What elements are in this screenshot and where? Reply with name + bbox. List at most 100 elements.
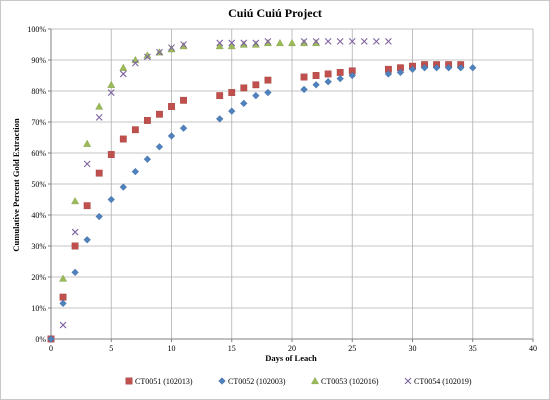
data-point (71, 242, 79, 250)
x-tick-label: 30 (409, 344, 417, 353)
marker-stroke (324, 38, 332, 45)
data-point (179, 42, 188, 50)
y-tick-label: 100% (27, 25, 46, 34)
data-point (384, 70, 393, 78)
data-point (348, 71, 356, 80)
legend-marker (218, 377, 226, 385)
data-point (59, 293, 67, 301)
legend-item: CT0054 (102019) (404, 377, 472, 386)
y-tick-label: 90% (31, 56, 46, 65)
data-point (385, 38, 392, 45)
data-point (156, 110, 163, 118)
data-point (348, 38, 356, 45)
marker-stroke (71, 228, 79, 236)
data-point (240, 99, 248, 108)
data-point (240, 39, 248, 47)
data-point (144, 53, 151, 61)
legend-item: CT0051 (102013) (125, 377, 193, 386)
data-point (215, 42, 224, 50)
marker-stroke (252, 39, 260, 47)
data-point (469, 64, 477, 72)
legend: CT0051 (102013) CT0052 (102003) CT0053 (10… (125, 376, 472, 386)
data-point (83, 160, 91, 168)
x-tick-label: 5 (109, 344, 113, 353)
data-point (143, 117, 151, 124)
data-point (167, 132, 176, 140)
tick-labels: 0 5 10 15 20 25 30 35 40 0% 10% 20% 30% 40% 50% 60% 70% 8… (27, 25, 537, 353)
data-point (444, 64, 453, 72)
series-4-points (59, 38, 392, 329)
data-point (119, 63, 128, 71)
series-2-points (47, 64, 477, 343)
data-point (336, 74, 344, 83)
data-point (324, 38, 332, 45)
y-tick-label: 50% (31, 180, 46, 189)
data-point (83, 236, 91, 244)
data-point (239, 40, 248, 48)
data-point (168, 44, 175, 51)
data-point (168, 103, 175, 110)
y-tick-label: 70% (31, 118, 46, 127)
x-axis-title: Days of Leach (265, 353, 317, 363)
legend-marker (404, 377, 412, 385)
legend-label: CT0054 (102019) (414, 377, 472, 386)
y-tick-label: 60% (31, 149, 46, 158)
y-tick-label: 30% (31, 242, 46, 251)
data-point (408, 65, 417, 73)
data-point (420, 64, 429, 72)
data-point (252, 91, 260, 100)
data-point (336, 68, 344, 76)
marker-stroke (83, 160, 91, 168)
legend-marker (311, 376, 319, 385)
marker-stroke (300, 38, 308, 45)
data-point (252, 81, 260, 89)
series-3-points (59, 38, 321, 282)
data-point (131, 167, 140, 176)
marker-stroke (180, 41, 187, 48)
marker-stroke (228, 39, 236, 47)
data-point (131, 59, 139, 67)
data-point (156, 48, 163, 56)
data-point (180, 41, 187, 48)
data-point (228, 39, 236, 47)
data-point (95, 102, 104, 110)
marker-stroke (348, 38, 356, 45)
data-point (83, 139, 92, 147)
marker-stroke (372, 38, 380, 45)
data-point (300, 85, 308, 94)
x-tick-label: 0 (49, 344, 53, 353)
marker-stroke (107, 89, 115, 96)
legend-label: CT0051 (102013) (135, 377, 193, 386)
x-tick-label: 40 (529, 344, 537, 353)
marker-stroke (131, 59, 139, 67)
data-point (300, 38, 308, 47)
data-point (312, 72, 320, 79)
data-point (47, 335, 55, 343)
legend-marker (125, 377, 133, 385)
data-points (47, 38, 477, 343)
data-point (324, 70, 332, 78)
y-tick-label: 20% (31, 273, 46, 282)
y-tick-label: 10% (31, 304, 46, 313)
data-point (360, 38, 368, 45)
legend-label: CT0053 (102016) (321, 377, 379, 386)
data-point (300, 38, 308, 45)
data-point (83, 202, 91, 210)
data-point (59, 299, 67, 308)
marker-stroke (385, 38, 392, 45)
data-point (252, 39, 260, 47)
data-point (228, 89, 236, 96)
y-axis-title: Cumulative Percent Gold Extraction (11, 118, 21, 252)
data-point (179, 124, 188, 132)
data-point (167, 45, 176, 53)
data-point (143, 155, 152, 163)
x-tick-label: 10 (168, 344, 176, 353)
data-point (216, 92, 224, 100)
marker-stroke (119, 70, 127, 78)
data-point (216, 115, 224, 123)
data-point (336, 38, 344, 45)
data-point (240, 84, 248, 92)
chart-title: Cuiú Cuiú Project (228, 6, 322, 20)
data-point (95, 113, 103, 121)
marker-stroke (404, 377, 412, 385)
